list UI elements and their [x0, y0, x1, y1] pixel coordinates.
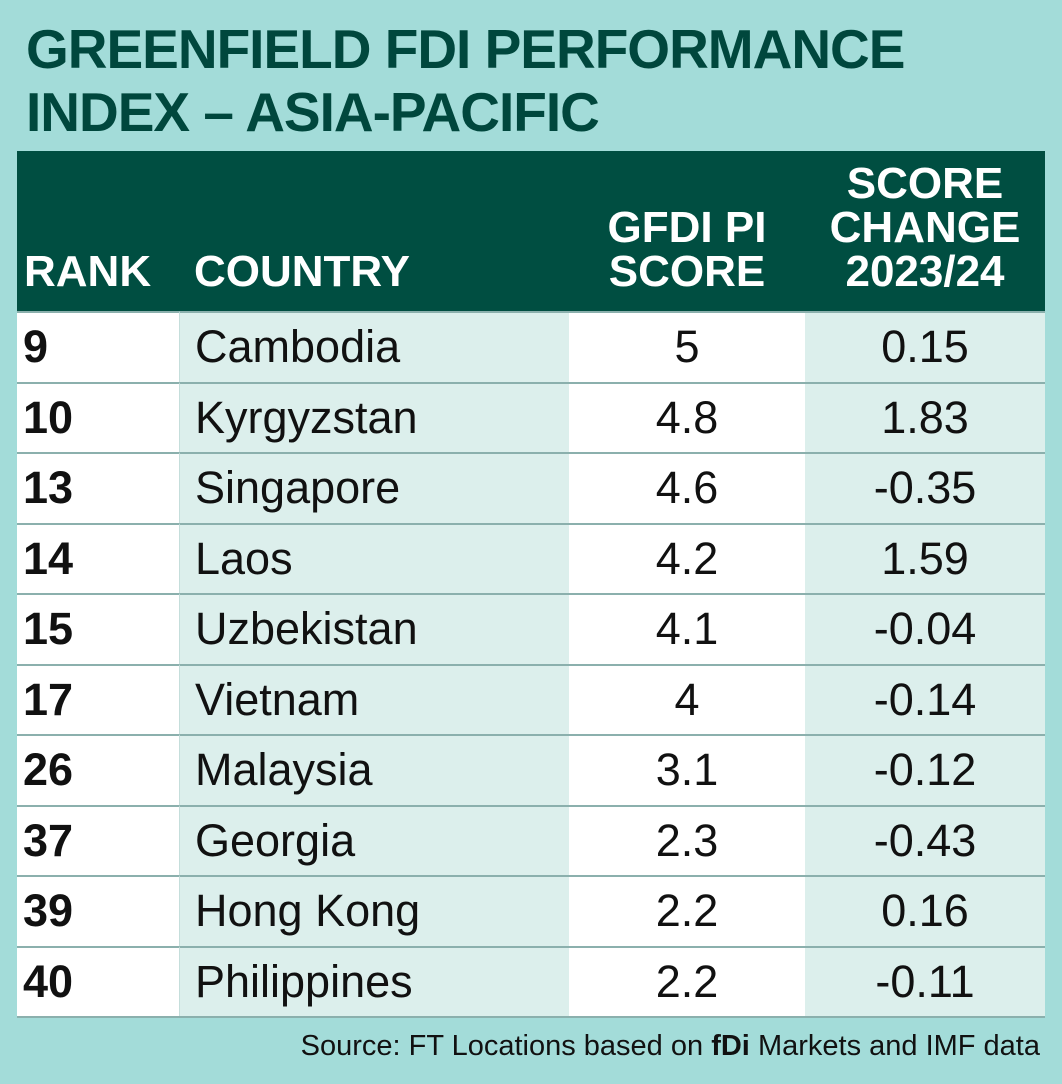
header-score-change: SCORE CHANGE 2023/24: [805, 151, 1045, 311]
table-cell-country: Uzbekistan: [179, 593, 569, 664]
table-cell-rank: 15: [17, 593, 179, 664]
table-cell-change: -0.11: [805, 945, 1045, 1016]
header-score: GFDI PI SCORE: [569, 151, 805, 311]
table-cell-country: Singapore: [179, 452, 569, 523]
header-change-line-2: CHANGE: [829, 203, 1021, 252]
table-cell-country: Georgia: [179, 804, 569, 875]
table-cell-rank: 26: [17, 734, 179, 805]
table-cell-score: 2.3: [569, 804, 805, 875]
table-cell-score: 2.2: [569, 945, 805, 1016]
table-cell-rank: 40: [17, 945, 179, 1016]
fdi-index-table: RANK COUNTRY GFDI PI SCORE SCORE CHANGE …: [17, 151, 1045, 1018]
table-cell-rank: 10: [17, 381, 179, 452]
header-country: COUNTRY: [179, 151, 569, 311]
source-brand: fDi: [711, 1030, 750, 1062]
table-cell-rank: 13: [17, 452, 179, 523]
header-score-line-1: GFDI PI: [607, 203, 767, 252]
table-cell-rank: 39: [17, 875, 179, 946]
table-cell-country: Malaysia: [179, 734, 569, 805]
table-cell-country: Philippines: [179, 945, 569, 1016]
header-change-line-3: 2023/24: [845, 247, 1005, 296]
table-cell-score: 2.2: [569, 875, 805, 946]
table-cell-score: 4.6: [569, 452, 805, 523]
table-cell-change: 0.15: [805, 311, 1045, 382]
table-cell-change: -0.43: [805, 804, 1045, 875]
table-cell-change: -0.35: [805, 452, 1045, 523]
table-cell-change: -0.14: [805, 663, 1045, 734]
source-note: Source: FT Locations based on fDi Market…: [301, 1030, 1040, 1063]
table-cell-score: 3.1: [569, 734, 805, 805]
source-suffix: Markets and IMF data: [757, 1030, 1040, 1062]
table-cell-score: 4.8: [569, 381, 805, 452]
table-cell-change: -0.12: [805, 734, 1045, 805]
table-cell-change: -0.04: [805, 593, 1045, 664]
table-cell-rank: 17: [17, 663, 179, 734]
table-cell-rank: 9: [17, 311, 179, 382]
table-cell-country: Vietnam: [179, 663, 569, 734]
table-cell-country: Hong Kong: [179, 875, 569, 946]
table-cell-rank: 37: [17, 804, 179, 875]
table-cell-rank: 14: [17, 522, 179, 593]
table-cell-country: Laos: [179, 522, 569, 593]
chart-title: GREENFIELD FDI PERFORMANCE INDEX – ASIA-…: [26, 18, 905, 143]
table-cell-change: 1.83: [805, 381, 1045, 452]
table-cell-change: 1.59: [805, 522, 1045, 593]
table-cell-score: 5: [569, 311, 805, 382]
table-cell-score: 4: [569, 663, 805, 734]
table-cell-change: 0.16: [805, 875, 1045, 946]
header-change-line-1: SCORE: [846, 159, 1004, 208]
table-cell-score: 4.2: [569, 522, 805, 593]
table-cell-score: 4.1: [569, 593, 805, 664]
source-prefix: Source: FT Locations based on: [300, 1030, 704, 1062]
header-score-line-2: SCORE: [608, 247, 766, 296]
table-cell-country: Cambodia: [179, 311, 569, 382]
header-rank: RANK: [17, 151, 179, 311]
table-cell-country: Kyrgyzstan: [179, 381, 569, 452]
